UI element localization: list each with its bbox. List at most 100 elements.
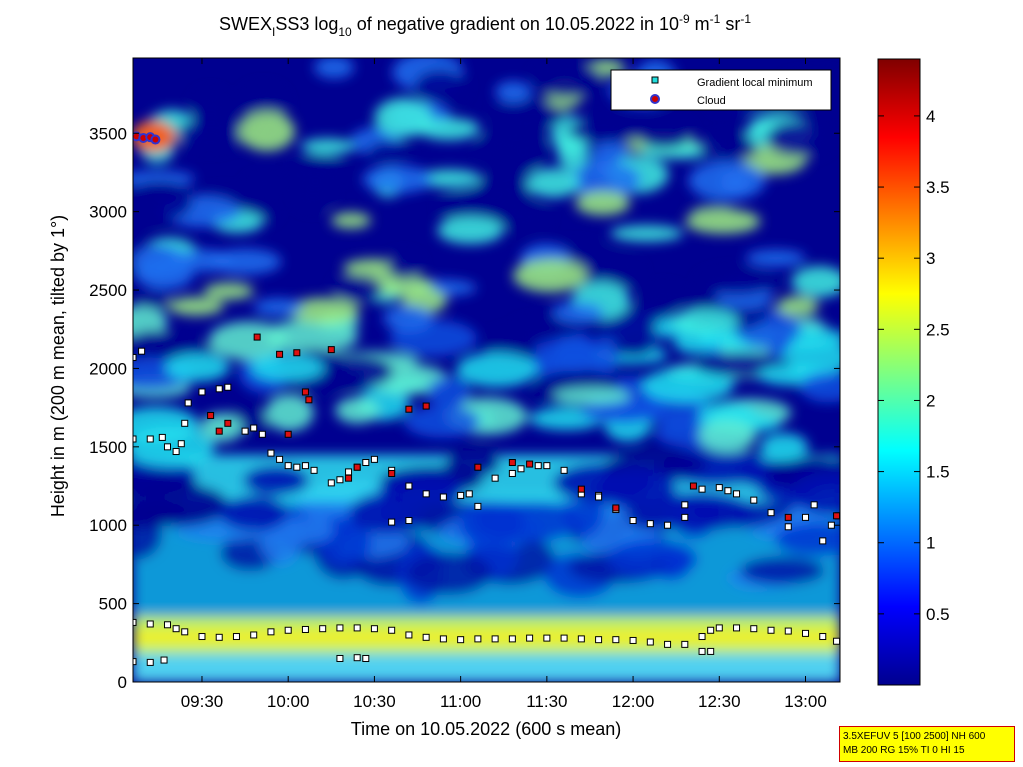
x-axis: 09:30 10:00 10:30 11:00 11:30 12:00 12:30 13:00 <box>181 58 827 711</box>
heat-blob <box>610 225 684 242</box>
heat-blob <box>671 308 739 335</box>
heat-blob <box>568 117 640 144</box>
cloud-point <box>150 134 161 145</box>
gradient-minimum-point <box>767 626 775 634</box>
gradient-minimum-point <box>698 633 706 641</box>
heat-blob <box>367 141 410 164</box>
gradient-minimum-point <box>133 618 137 626</box>
heat-blob <box>595 260 627 278</box>
legend-marker-circle <box>650 94 660 104</box>
gradient-minimum-point <box>707 626 715 634</box>
heat-blob <box>458 497 524 549</box>
heat-blob <box>427 376 471 409</box>
gradient-minimum-point <box>715 624 723 632</box>
heat-blob <box>568 160 642 199</box>
gradient-minimum-point <box>629 517 637 525</box>
gradient-minimum-point <box>163 621 171 629</box>
heat-blob <box>265 394 314 432</box>
heatmap-image <box>133 58 840 682</box>
gradient-minimum-point <box>198 388 206 396</box>
heat-blob <box>140 181 193 221</box>
colorbar-tick-label: 1 <box>926 534 935 553</box>
gradient-minimum-point <box>681 501 689 509</box>
gradient-minimum-point <box>184 399 192 407</box>
heat-blob <box>246 176 282 193</box>
gradient-minimum-point <box>293 463 301 471</box>
x-tick-label: 13:00 <box>784 692 827 711</box>
parameter-line-2: MB 200 RG 15% TI 0 HI 15 <box>843 745 965 756</box>
y-axis: 0 500 1000 1500 2000 2500 3000 3500 <box>89 124 840 692</box>
gradient-minimum-point <box>750 625 758 633</box>
heat-blob <box>688 160 766 201</box>
heat-blob <box>414 69 467 103</box>
gradient-minimum-point <box>646 638 654 646</box>
gradient-minimum-point <box>595 493 603 501</box>
heat-blob <box>636 117 693 150</box>
gradient-minimum-point <box>370 455 378 463</box>
gradient-minimum-point <box>301 462 309 470</box>
gradient-minimum-point <box>163 443 171 451</box>
gradient-minimum-point <box>362 654 370 662</box>
heat-blob <box>557 132 590 172</box>
gradient-minimum-point <box>526 634 534 642</box>
heat-blob <box>386 253 422 280</box>
gradient-minimum-point <box>733 624 741 632</box>
heat-blob <box>513 258 588 293</box>
heat-blob <box>697 137 758 162</box>
gradient-minimum-point <box>664 640 672 648</box>
gradient-minimum-point <box>422 633 430 641</box>
gradient-minimum-point <box>133 435 137 443</box>
gradient-minimum-point <box>715 484 723 492</box>
gradient-minimum-point <box>146 435 154 443</box>
gradient-minimum-point <box>629 636 637 644</box>
gradient-minimum-point <box>819 633 827 641</box>
heat-blob <box>264 517 335 545</box>
gradient-minimum-point <box>465 490 473 498</box>
x-tick-label: 09:30 <box>181 692 224 711</box>
gradient-minimum-point <box>491 635 499 643</box>
heat-blob <box>208 321 288 361</box>
heat-blob <box>136 291 172 309</box>
gradient-minimum-point <box>474 502 482 510</box>
heat-blob <box>445 447 501 478</box>
gradient-minimum-point <box>353 624 361 632</box>
gradient-minimum-point <box>508 469 516 477</box>
heat-blob <box>552 301 604 323</box>
gradient-minimum-point <box>577 635 585 643</box>
cloud-gradient-point <box>474 463 482 471</box>
gradient-minimum-point <box>750 496 758 504</box>
heat-blob <box>641 367 734 403</box>
legend: Gradient local minimum Cloud <box>610 69 832 111</box>
gradient-minimum-point <box>491 474 499 482</box>
heat-blob <box>532 61 605 99</box>
legend-label-gradient: Gradient local minimum <box>697 77 813 89</box>
colorbar-tick-label: 3 <box>926 249 935 268</box>
heat-blob <box>495 81 532 103</box>
x-tick-label: 11:00 <box>440 692 481 711</box>
gradient-minimum-point <box>543 634 551 642</box>
gradient-minimum-point <box>336 476 344 484</box>
gradient-minimum-point <box>517 465 525 473</box>
heat-blob <box>789 471 840 515</box>
cloud-gradient-point <box>405 405 413 413</box>
x-tick-label: 12:00 <box>612 692 655 711</box>
heat-blob <box>133 244 188 279</box>
gradient-minimum-point <box>405 482 413 490</box>
gradient-minimum-point <box>336 624 344 632</box>
gradient-minimum-point <box>250 424 258 432</box>
heat-blob <box>133 505 176 529</box>
heat-band-surface-core <box>133 630 840 645</box>
parameter-line-1: 3.5XEFUV 5 [100 2500] NH 600 <box>843 731 986 742</box>
gradient-minimum-point <box>258 430 266 438</box>
cloud-gradient-point <box>305 396 313 404</box>
colorbar-tick-label: 2.5 <box>926 320 950 339</box>
gradient-minimum-point <box>439 493 447 501</box>
colorbar-axis: 0.5 1 1.5 2 2.5 3 3.5 4 <box>878 107 950 624</box>
parameter-box: 3.5XEFUV 5 [100 2500] NH 600 MB 200 RG 1… <box>839 726 1015 762</box>
gradient-minimum-point <box>707 647 715 655</box>
gradient-minimum-point <box>241 427 249 435</box>
gradient-minimum-point <box>310 466 318 474</box>
heat-blob <box>475 132 548 157</box>
heat-blob <box>405 552 492 595</box>
heat-blob <box>404 405 481 438</box>
